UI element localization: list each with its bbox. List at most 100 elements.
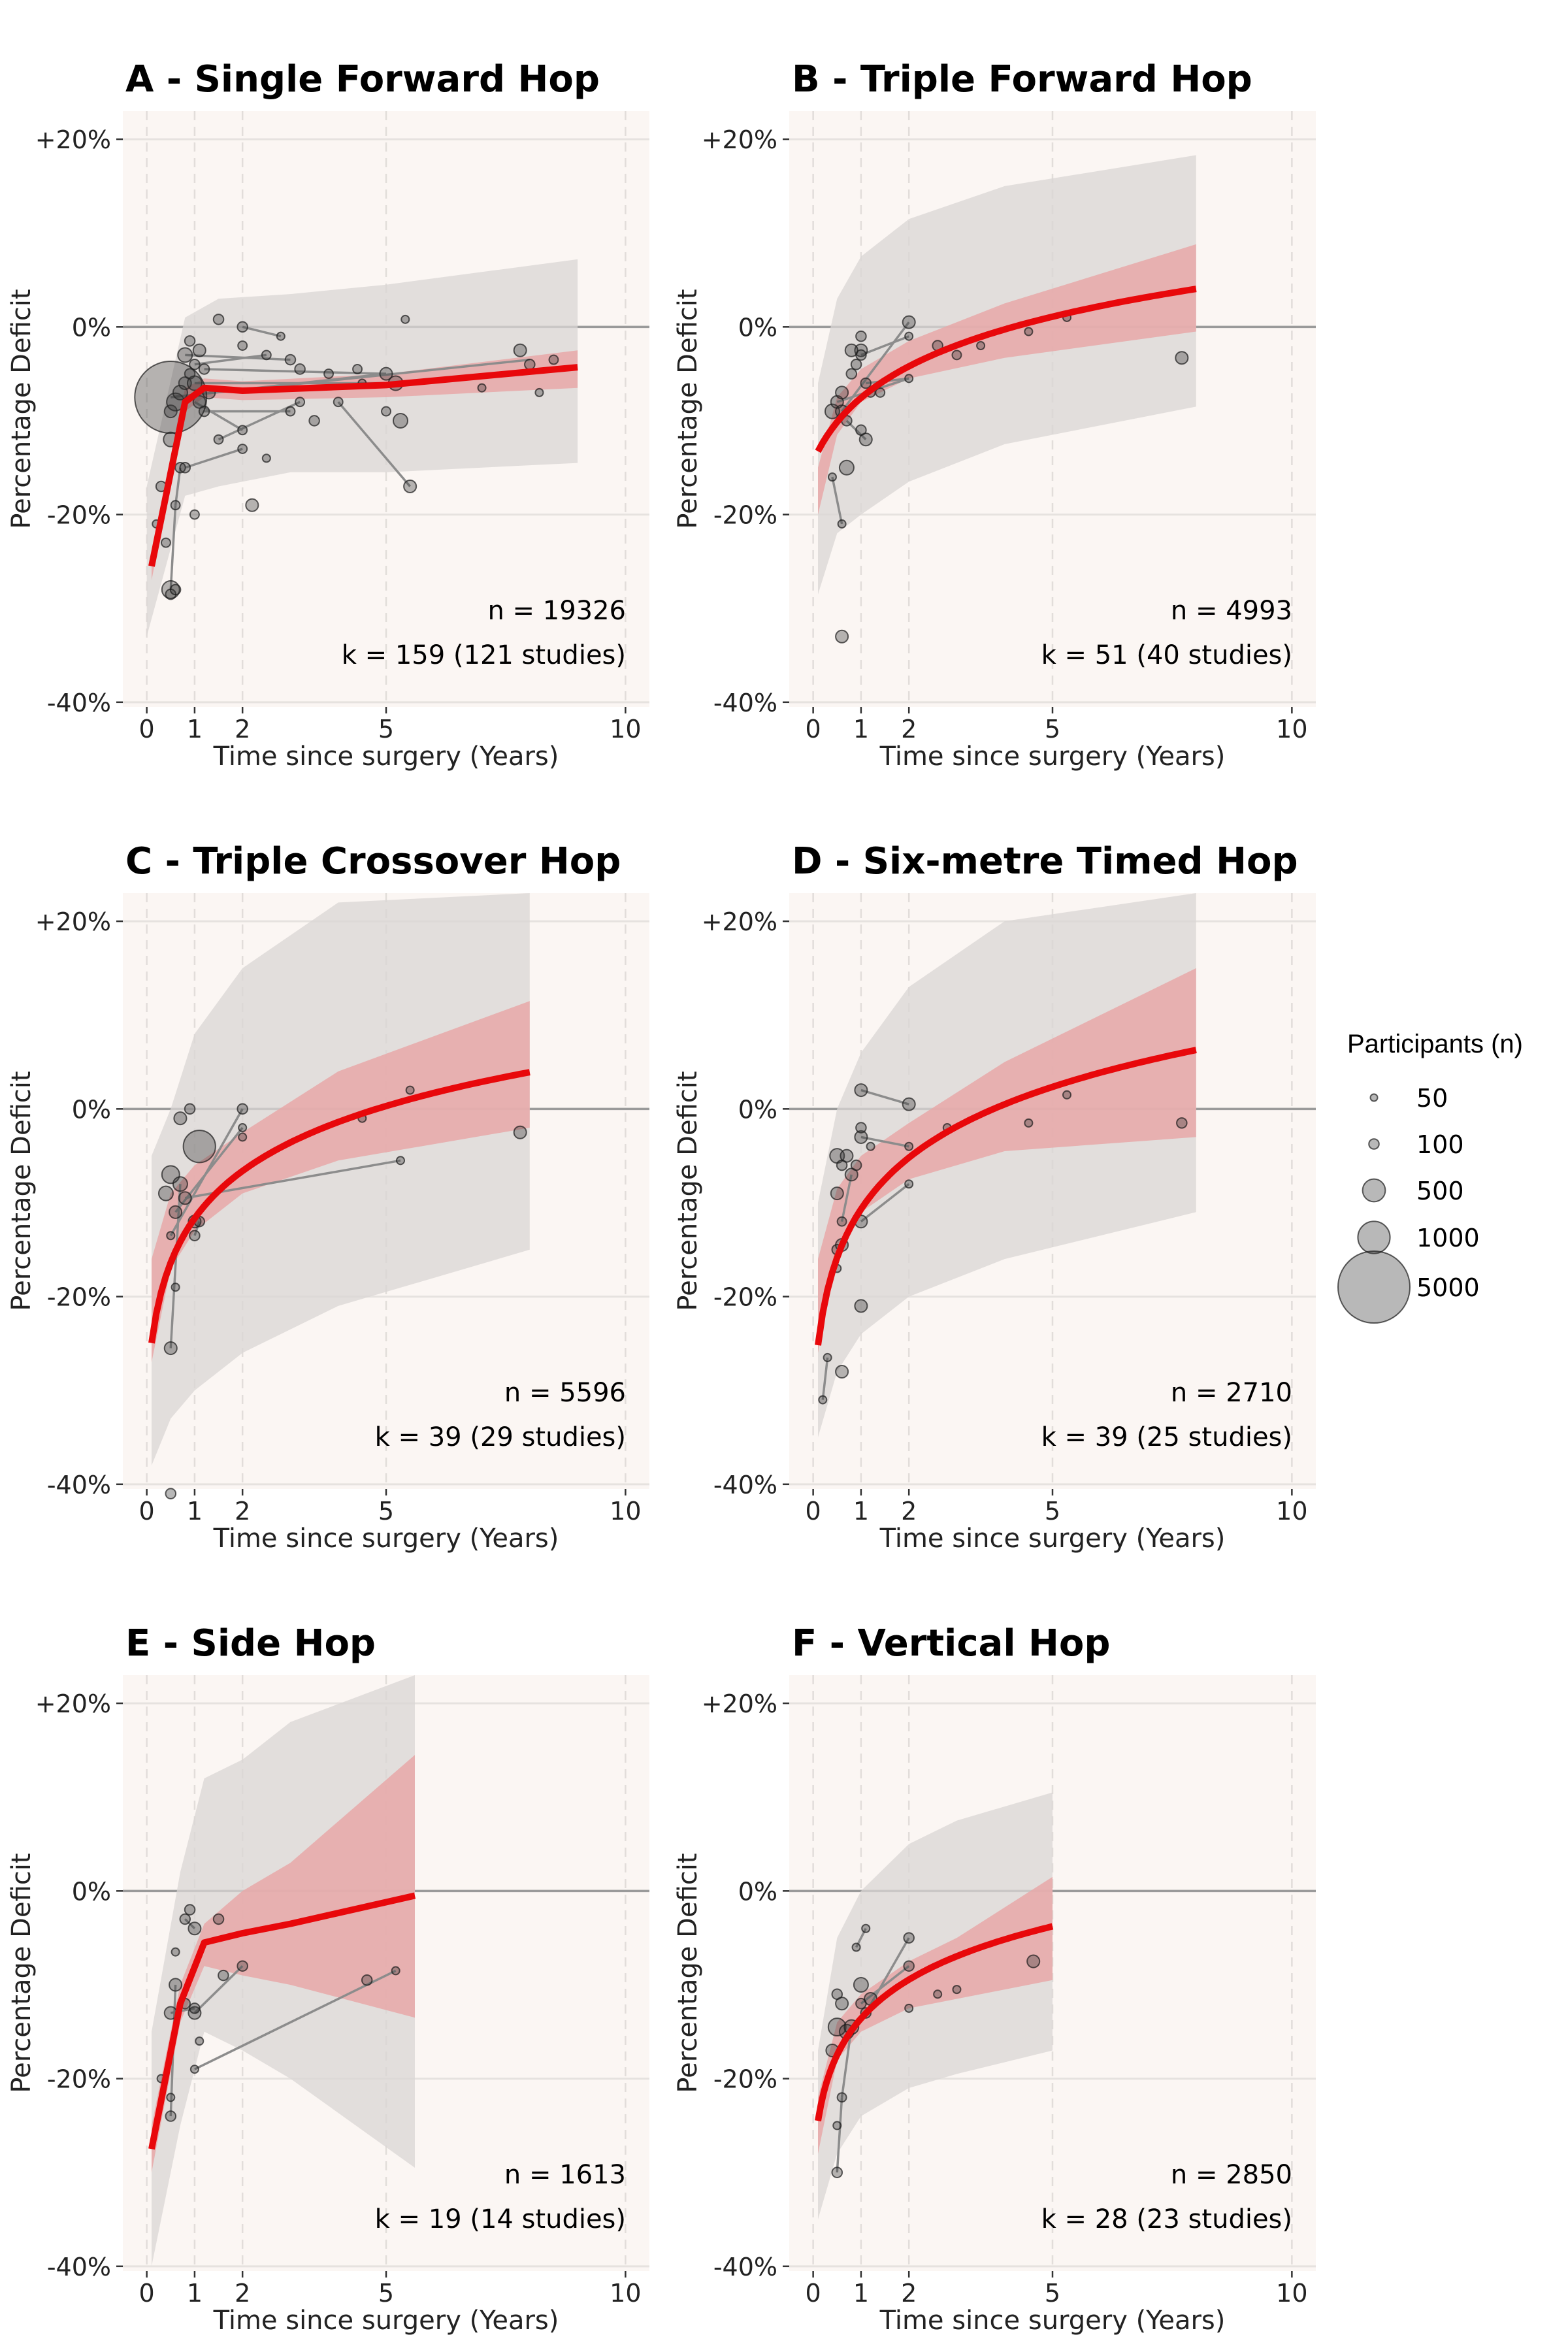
legend-label: 50 xyxy=(1416,1084,1448,1113)
x-axis-label: Time since surgery (Years) xyxy=(879,2306,1226,2336)
legend-label: 500 xyxy=(1416,1177,1464,1205)
data-point xyxy=(361,1974,373,1986)
fit-line xyxy=(815,286,1197,453)
x-tick-label: 10 xyxy=(1276,2279,1307,2308)
data-point xyxy=(524,359,536,370)
data-point xyxy=(177,347,193,363)
prediction-interval-band xyxy=(818,1792,1053,2219)
x-axis-label: Time since surgery (Years) xyxy=(213,2306,559,2336)
x-tick-label: 5 xyxy=(1045,2279,1060,2308)
fit-line xyxy=(148,1069,531,1344)
annotation-n: n = 4993 xyxy=(1171,596,1292,626)
y-tick-label: 0% xyxy=(738,313,777,342)
data-point xyxy=(904,1179,914,1189)
y-tick-label: 0% xyxy=(738,1877,777,1906)
data-point xyxy=(844,343,858,357)
study-link-line xyxy=(860,1135,909,1148)
data-point xyxy=(832,2121,842,2131)
annotation-n: n = 2850 xyxy=(1171,2160,1292,2190)
confidence-interval-band xyxy=(818,968,1196,1353)
y-tick-label: +20% xyxy=(35,907,111,936)
x-tick-label: 5 xyxy=(1045,715,1060,743)
data-point xyxy=(333,397,344,408)
data-point xyxy=(1024,1118,1034,1128)
data-point xyxy=(1026,1954,1041,1968)
x-tick-label: 10 xyxy=(610,2279,641,2308)
study-link-line xyxy=(184,448,243,469)
annotation-n: n = 19326 xyxy=(487,596,626,626)
data-point xyxy=(237,1103,248,1115)
data-point xyxy=(237,444,248,454)
x-tick-label: 2 xyxy=(235,2279,250,2308)
panel-f: +20% 0% -20% -40% 0 1 2 5 10 Time since surgery (… xyxy=(673,1622,1316,2336)
data-point xyxy=(835,1997,849,2011)
data-point xyxy=(166,1231,176,1241)
data-point xyxy=(189,2065,199,2074)
study-link-line xyxy=(194,1969,397,2070)
data-point xyxy=(189,359,201,370)
x-tick-label: 2 xyxy=(901,2279,917,2308)
data-point xyxy=(951,350,962,361)
data-point xyxy=(836,2092,847,2103)
y-tick-label: -40% xyxy=(47,2253,111,2281)
annotation-k: k = 39 (29 studies) xyxy=(375,1422,626,1452)
study-link-line xyxy=(169,1184,182,1348)
fit-line xyxy=(148,364,578,567)
data-point xyxy=(237,425,248,436)
study-link-line xyxy=(860,1088,909,1105)
data-point xyxy=(165,1488,177,1499)
data-point xyxy=(838,459,855,476)
data-point xyxy=(405,1085,415,1095)
x-tick-label: 1 xyxy=(853,715,869,743)
data-point xyxy=(157,1185,174,1201)
data-point xyxy=(858,433,873,447)
y-tick-label: 0% xyxy=(72,1095,111,1124)
data-point xyxy=(844,1168,858,1182)
study-link-line xyxy=(169,505,177,590)
data-point xyxy=(818,1395,828,1405)
y-axis-label: Percentage Deficit xyxy=(7,289,37,529)
panel-d: +20% 0% -20% -40% 0 1 2 5 10 Time since surgery (… xyxy=(673,840,1316,1554)
data-point xyxy=(195,2036,204,2046)
x-tick-label: 5 xyxy=(378,1497,394,1526)
data-point xyxy=(184,1904,196,1916)
study-link-line xyxy=(840,1174,853,1222)
study-link-line xyxy=(193,1965,244,2014)
panel-title: B - Triple Forward Hop xyxy=(792,58,1252,101)
y-tick-label: -40% xyxy=(47,689,111,717)
study-link-line xyxy=(174,1126,244,1213)
y-tick-label: -20% xyxy=(47,501,111,530)
x-tick-label: 2 xyxy=(235,1497,250,1526)
study-link-line xyxy=(337,401,411,487)
data-point xyxy=(198,363,210,375)
y-axis-label: Percentage Deficit xyxy=(7,1853,37,2093)
study-link-line xyxy=(860,1183,910,1223)
data-point xyxy=(169,1978,183,1992)
data-point xyxy=(276,331,286,341)
data-point xyxy=(166,2093,176,2102)
data-point xyxy=(1024,327,1034,336)
data-point xyxy=(237,321,248,333)
annotation-n: n = 5596 xyxy=(504,1378,626,1408)
x-tick-label: 10 xyxy=(1276,715,1307,743)
annotation-k: k = 51 (40 studies) xyxy=(1041,640,1292,670)
x-tick-label: 10 xyxy=(610,1497,641,1526)
x-tick-label: 0 xyxy=(139,2279,155,2308)
data-point xyxy=(534,387,544,397)
data-point xyxy=(835,385,849,400)
annotation-k: k = 159 (121 studies) xyxy=(342,640,626,670)
data-point xyxy=(1062,1090,1072,1100)
data-point xyxy=(831,2166,843,2178)
data-point xyxy=(854,1299,868,1313)
x-tick-label: 0 xyxy=(806,715,821,743)
data-point xyxy=(381,406,391,417)
x-tick-label: 2 xyxy=(235,715,250,743)
data-point xyxy=(189,509,200,520)
y-tick-label: 0% xyxy=(72,313,111,342)
y-axis-label: Percentage Deficit xyxy=(673,1853,703,2093)
data-point xyxy=(238,1123,248,1133)
y-tick-label: -40% xyxy=(713,1471,777,1499)
confidence-interval-band xyxy=(818,244,1196,515)
data-point xyxy=(173,1111,188,1126)
